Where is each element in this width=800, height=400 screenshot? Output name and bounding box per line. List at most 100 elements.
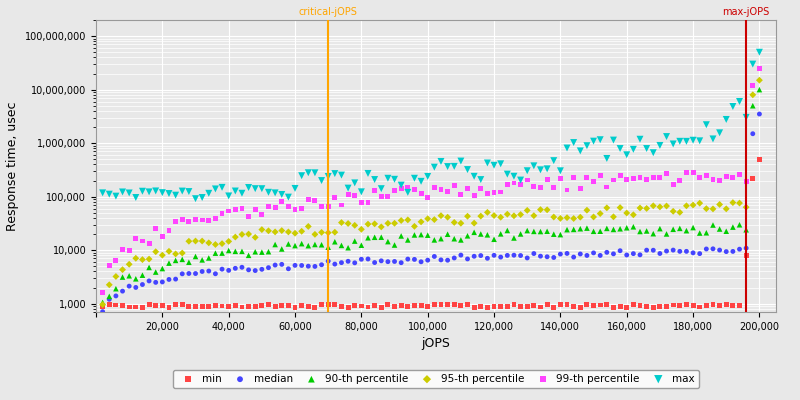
median — [368, 259, 381, 266]
min — [414, 302, 427, 309]
95-th percentile — [182, 238, 195, 244]
95-th percentile — [507, 212, 520, 219]
max — [315, 177, 328, 184]
min — [302, 304, 314, 310]
90-th percentile — [255, 249, 268, 255]
95-th percentile — [547, 214, 560, 220]
99-th percentile — [96, 289, 109, 296]
99-th percentile — [488, 189, 501, 196]
95-th percentile — [242, 231, 255, 237]
min — [408, 302, 421, 309]
median — [614, 248, 626, 254]
90-th percentile — [647, 230, 660, 237]
90-th percentile — [315, 242, 328, 248]
95-th percentile — [375, 224, 388, 230]
min — [567, 304, 580, 310]
max — [654, 142, 666, 149]
median — [382, 258, 394, 265]
median — [156, 279, 169, 285]
90-th percentile — [474, 231, 487, 237]
90-th percentile — [607, 226, 620, 233]
median — [574, 251, 586, 257]
90-th percentile — [414, 232, 427, 238]
90-th percentile — [309, 241, 322, 248]
min — [402, 303, 414, 310]
max — [534, 167, 547, 173]
95-th percentile — [116, 266, 129, 273]
95-th percentile — [720, 206, 733, 212]
99-th percentile — [694, 174, 706, 181]
99-th percentile — [647, 174, 660, 180]
max — [468, 173, 481, 180]
95-th percentile — [388, 220, 401, 226]
95-th percentile — [686, 202, 699, 208]
min — [422, 304, 434, 310]
99-th percentile — [733, 171, 746, 178]
99-th percentile — [150, 226, 162, 232]
max — [587, 138, 600, 144]
90-th percentile — [342, 244, 354, 251]
90-th percentile — [262, 248, 275, 255]
90-th percentile — [561, 226, 574, 233]
90-th percentile — [229, 248, 242, 254]
90-th percentile — [282, 241, 294, 247]
90-th percentile — [501, 227, 514, 234]
95-th percentile — [561, 214, 574, 221]
90-th percentile — [494, 231, 507, 237]
min — [249, 303, 262, 310]
99-th percentile — [627, 175, 640, 182]
min — [607, 304, 620, 310]
median — [302, 263, 314, 269]
99-th percentile — [541, 177, 554, 183]
90-th percentile — [103, 293, 116, 300]
95-th percentile — [726, 199, 739, 206]
min — [309, 304, 322, 310]
min — [394, 302, 407, 308]
99-th percentile — [448, 182, 461, 188]
90-th percentile — [686, 224, 699, 231]
99-th percentile — [581, 174, 594, 181]
median — [640, 247, 653, 253]
99-th percentile — [388, 187, 401, 194]
95-th percentile — [142, 256, 155, 262]
90-th percentile — [700, 230, 713, 236]
95-th percentile — [746, 92, 759, 98]
median — [329, 261, 342, 267]
95-th percentile — [581, 207, 594, 213]
99-th percentile — [295, 205, 308, 211]
min — [534, 304, 547, 310]
95-th percentile — [269, 229, 282, 235]
min — [488, 303, 501, 310]
95-th percentile — [342, 220, 354, 227]
median — [607, 251, 620, 257]
95-th percentile — [302, 223, 314, 230]
median — [322, 258, 334, 264]
90-th percentile — [461, 233, 474, 239]
90-th percentile — [222, 247, 235, 254]
99-th percentile — [686, 170, 699, 176]
median — [402, 256, 414, 262]
90-th percentile — [481, 232, 494, 238]
90-th percentile — [428, 237, 441, 243]
median — [720, 248, 733, 255]
max — [680, 138, 693, 144]
min — [103, 301, 116, 308]
90-th percentile — [720, 228, 733, 234]
99-th percentile — [700, 172, 713, 178]
max — [660, 133, 673, 140]
min — [209, 302, 222, 309]
min — [375, 304, 388, 310]
median — [448, 255, 461, 261]
max — [189, 196, 202, 202]
median — [269, 262, 282, 268]
min — [561, 302, 574, 308]
max — [269, 190, 282, 196]
99-th percentile — [249, 206, 262, 213]
90-th percentile — [601, 225, 614, 232]
max — [700, 122, 713, 128]
95-th percentile — [521, 207, 534, 214]
median — [362, 256, 374, 262]
max — [176, 188, 189, 194]
95-th percentile — [514, 211, 527, 218]
max — [554, 168, 566, 174]
